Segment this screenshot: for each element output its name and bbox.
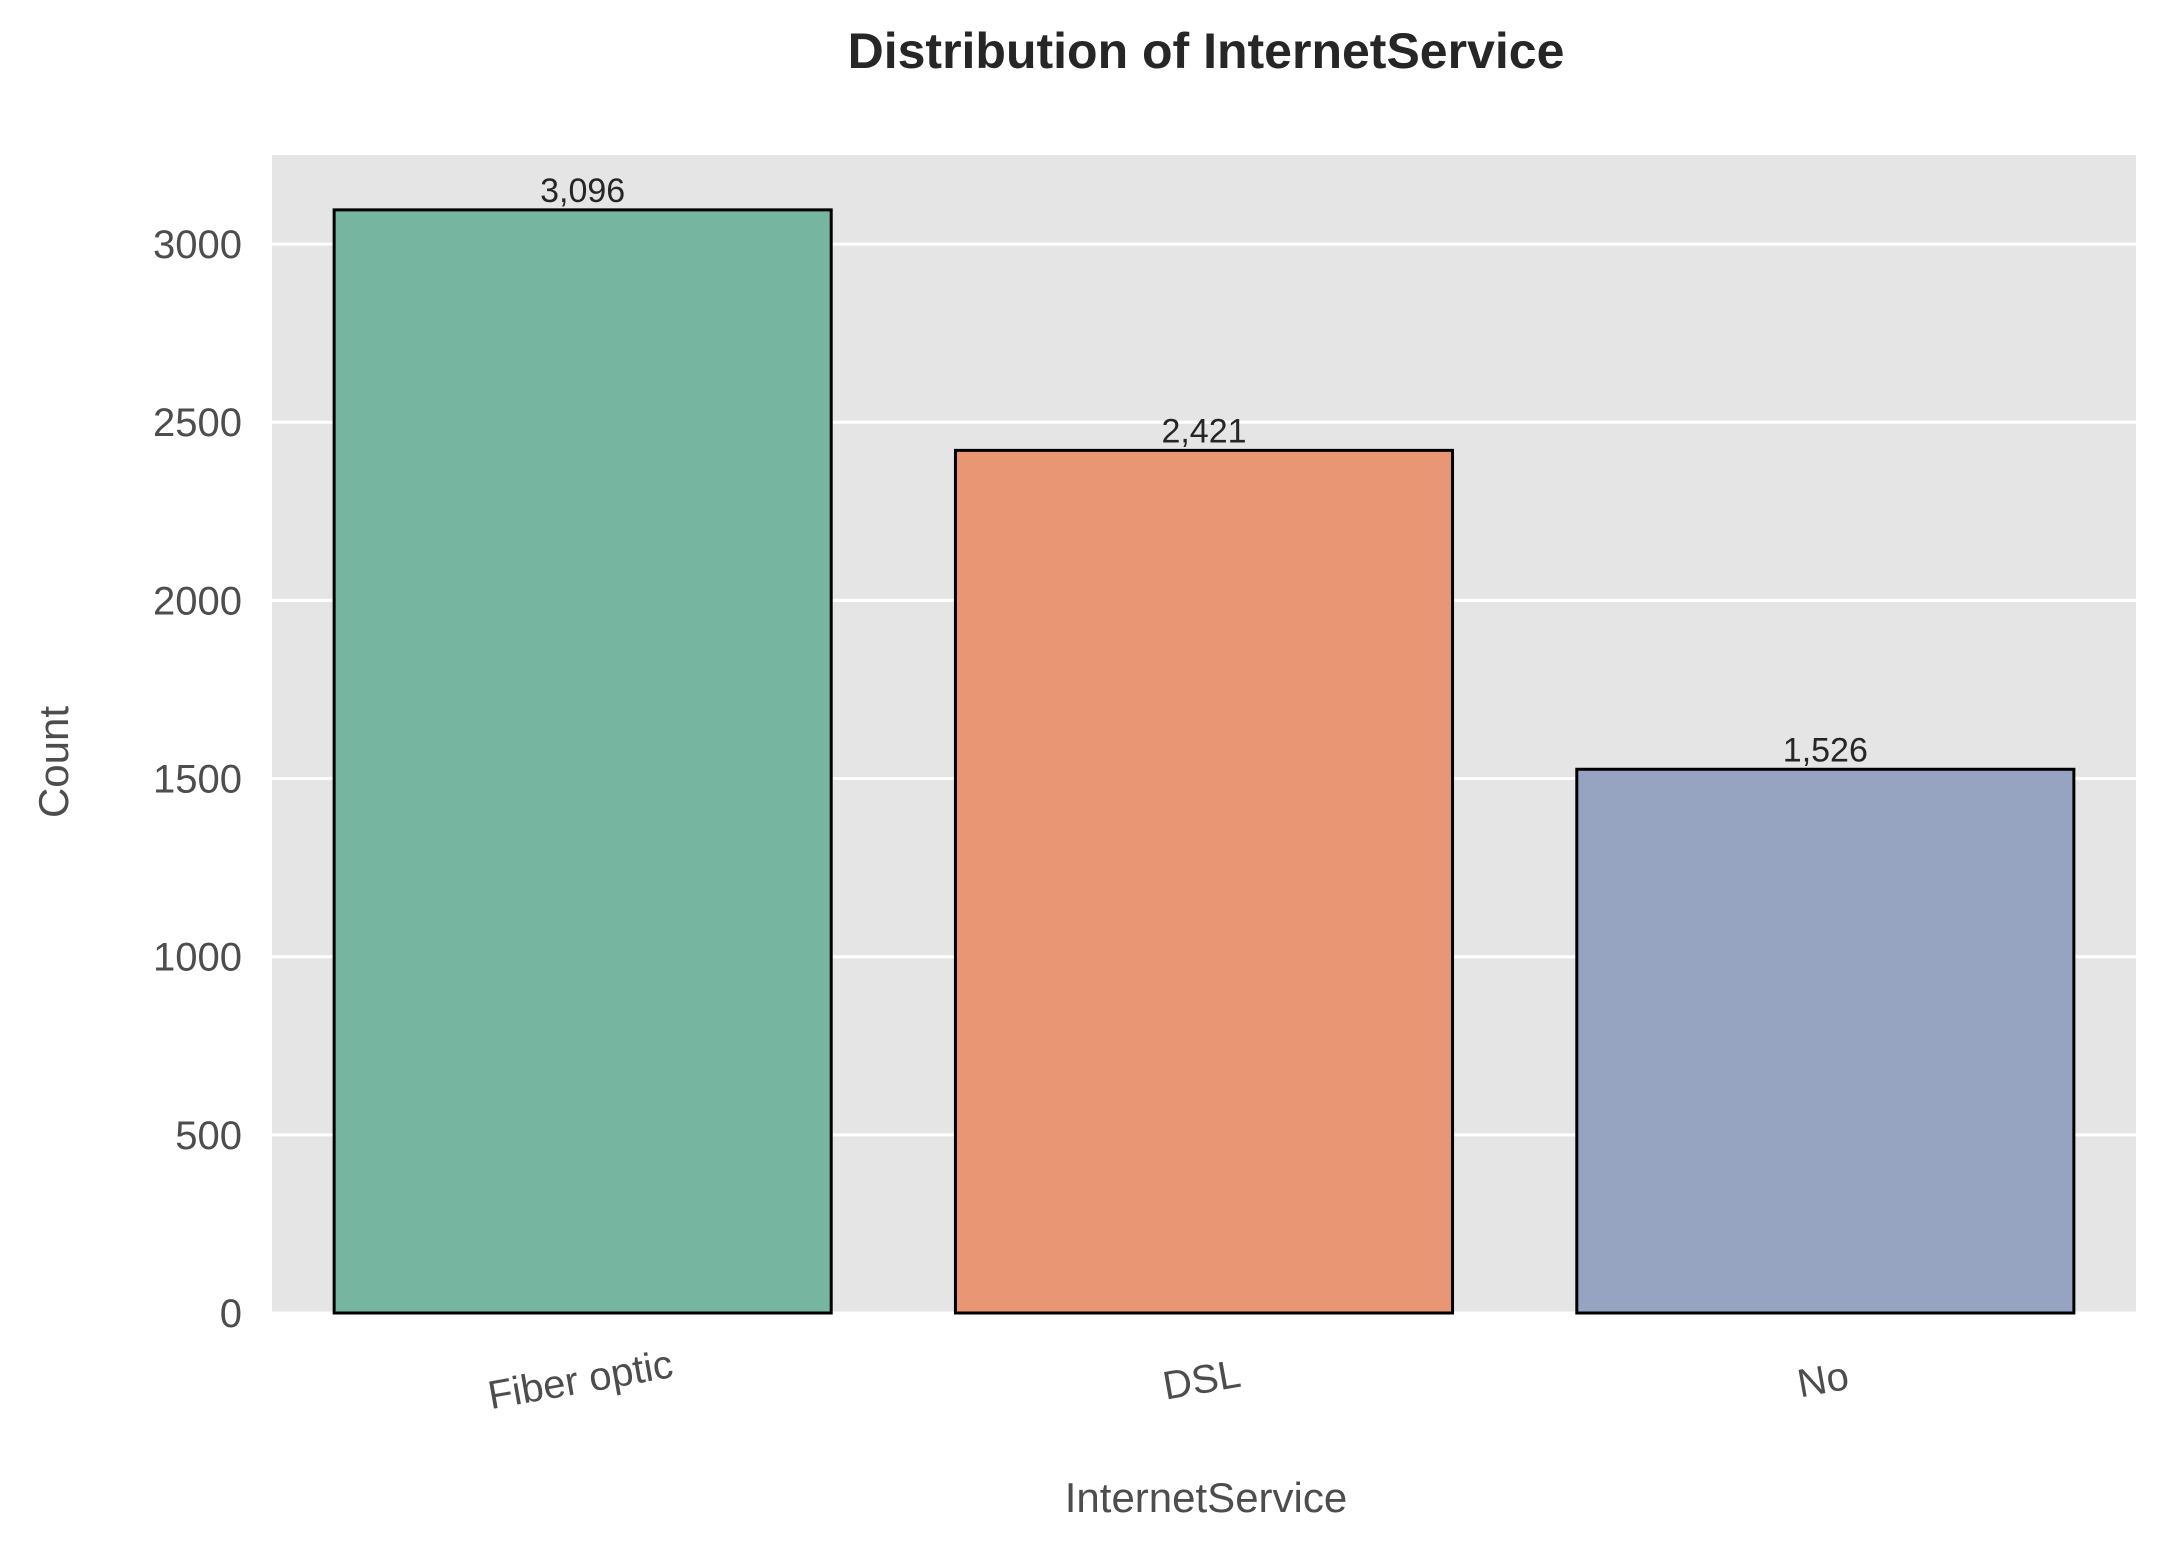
- y-tick-label: 1500: [153, 758, 242, 802]
- bar: [1575, 767, 2076, 1315]
- y-tick-label: 2500: [153, 401, 242, 445]
- y-tick-label: 2000: [153, 579, 242, 623]
- y-tick-label: 3000: [153, 223, 242, 267]
- y-tick-label: 1000: [153, 936, 242, 980]
- bar: [953, 448, 1455, 1315]
- x-tick-label: No: [1794, 1354, 1852, 1406]
- y-tick-label: 500: [175, 1114, 242, 1158]
- chart-title: Distribution of InternetService: [848, 23, 1565, 79]
- plot-area: 0 500 1000 1500 2000 2500 3000 3,096 Fiber optic…: [153, 155, 2136, 1418]
- x-axis-label: InternetService: [1065, 1474, 1347, 1521]
- bar: [332, 208, 833, 1315]
- bar-data-label: 2,421: [1161, 412, 1246, 450]
- y-axis-label: Count: [30, 706, 77, 818]
- x-tick-label: DSL: [1160, 1352, 1244, 1409]
- y-tick-label: 0: [220, 1292, 242, 1336]
- x-tick-label: Fiber optic: [485, 1342, 677, 1418]
- bar-data-label: 3,096: [540, 172, 625, 210]
- bar-data-label: 1,526: [1783, 731, 1868, 769]
